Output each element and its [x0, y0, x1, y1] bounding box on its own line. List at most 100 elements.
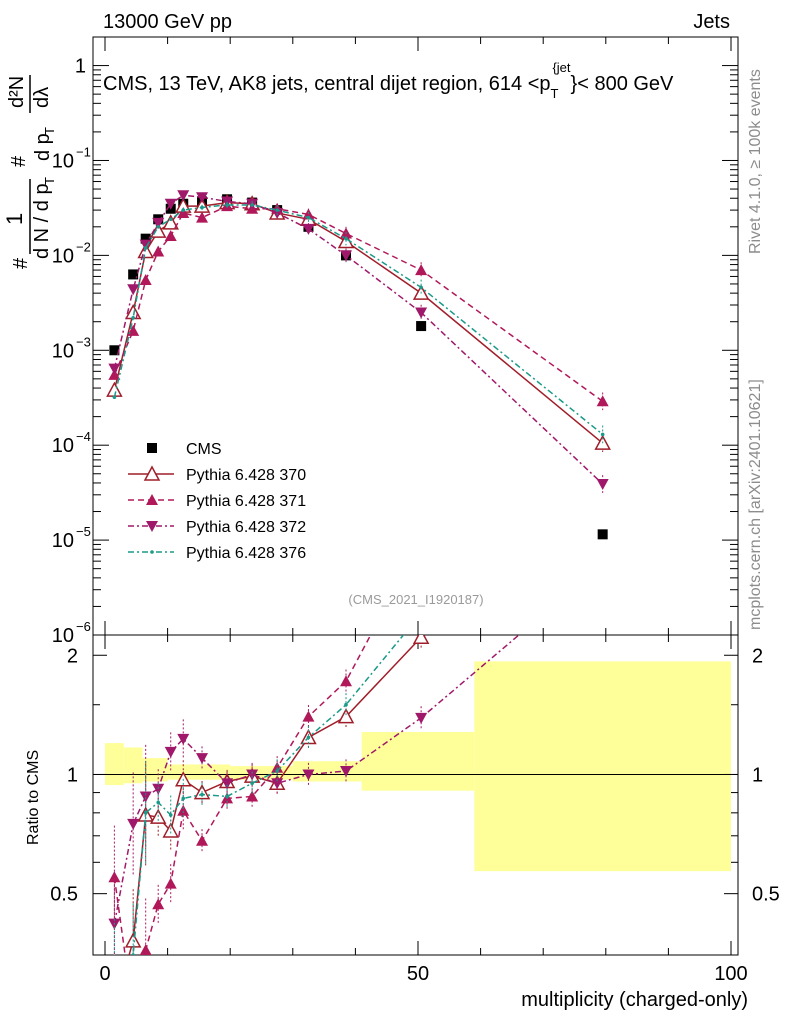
- legend-entry: Pythia 6.428 372: [128, 519, 306, 536]
- legend-label: Pythia 6.428 372: [186, 519, 306, 536]
- legend-entry: Pythia 6.428 376: [128, 545, 306, 562]
- ylabel-d2n: d²N: [6, 76, 28, 108]
- legend-entry: Pythia 6.428 370: [128, 465, 306, 484]
- ratio-line: [113, 635, 372, 955]
- rivet-label: Rivet 4.1.0, ≥ 100k events: [747, 69, 764, 254]
- band-outer: [292, 761, 362, 782]
- ratio-point: [271, 778, 284, 790]
- ratio-point: [344, 702, 348, 707]
- chart-title-sub: T: [551, 86, 559, 101]
- ratio-pythia-6-428-371: [108, 215, 609, 1018]
- data-point: [152, 245, 165, 257]
- ylabel-dpt: d p: [32, 133, 54, 161]
- ratio-point: [139, 944, 152, 955]
- data-point: [168, 217, 173, 222]
- band-outer: [105, 743, 124, 786]
- series-pythia-6-428-372: [108, 190, 609, 493]
- y-tick-label: 10: [52, 625, 74, 647]
- data-point: [131, 315, 135, 320]
- ratio-point: [113, 969, 117, 973]
- ratio-point: [127, 818, 140, 830]
- data-point: [164, 230, 177, 242]
- data-point: [415, 307, 428, 319]
- data-point: [177, 190, 190, 202]
- ratio-pythia-6-428-376: [113, 360, 605, 973]
- data-point: [127, 284, 140, 296]
- ratio-tick-label: 2: [67, 645, 78, 667]
- header-right: Jets: [693, 11, 730, 33]
- analysis-watermark: (CMS_2021_I1920187): [348, 592, 483, 607]
- ratio-point: [131, 953, 135, 955]
- y-tick-label-exp: −2: [76, 239, 91, 254]
- ratio-point: [246, 769, 259, 781]
- ratio-tick-label-right: 2: [752, 645, 763, 667]
- data-point: [140, 233, 151, 244]
- ratio-point: [152, 898, 165, 910]
- x-tick-label: 100: [714, 963, 747, 985]
- ratio-point: [597, 215, 609, 226]
- legend-marker: [147, 443, 157, 453]
- legend-entry: CMS: [147, 441, 222, 458]
- data-point: [164, 198, 177, 210]
- data-point: [109, 345, 120, 356]
- legend: CMS Pythia 6.428 370 Pythia 6.428 371 Pythi…: [128, 441, 306, 562]
- data-point: [156, 225, 161, 229]
- legend-marker: [143, 465, 161, 481]
- ratio-point: [168, 813, 173, 817]
- chart-title-tail: }< 800 GeV: [571, 73, 675, 95]
- y-tick-label-exp: −6: [76, 619, 91, 634]
- ratio-point: [415, 534, 427, 545]
- ratio-point: [597, 559, 609, 570]
- ratio-point: [127, 1007, 139, 1018]
- ratio-point: [200, 792, 204, 797]
- ylabel-hash-2: #: [8, 155, 30, 167]
- ratio-point: [601, 360, 605, 364]
- data-point: [597, 529, 608, 540]
- ylabel-one: 1: [2, 213, 27, 225]
- ratio-y-label: Ratio to CMS: [25, 750, 42, 845]
- y-tick-label: 10: [52, 530, 74, 552]
- y-tick-label: 10: [52, 245, 74, 267]
- ratio-point: [302, 769, 315, 781]
- ratio-point: [156, 800, 161, 805]
- x-tick-label: 50: [407, 963, 429, 985]
- ratio-point: [412, 635, 430, 645]
- ratio-point: [196, 753, 209, 765]
- data-point: [112, 395, 117, 400]
- data-point: [143, 246, 148, 250]
- chart-title-main: CMS, 13 TeV, AK8 jets, central dijet reg…: [103, 73, 551, 95]
- ratio-point: [196, 834, 209, 846]
- y-tick-label-exp: −5: [76, 524, 91, 539]
- ratio-point: [164, 877, 177, 889]
- legend-label: Pythia 6.428 370: [186, 467, 306, 484]
- ratio-point: [139, 791, 152, 803]
- ratio-point: [419, 612, 423, 616]
- y-axis-label: # 1 d N / d p T # d p T dλ d²N: [2, 75, 57, 269]
- data-point: [275, 208, 279, 212]
- ratio-point: [302, 710, 315, 722]
- ratio-point: [340, 675, 353, 687]
- series-line: [113, 205, 604, 402]
- series-cms: [109, 194, 608, 540]
- data-point: [415, 264, 428, 276]
- legend-marker: [146, 521, 158, 532]
- y-tick-label-exp: −1: [76, 144, 91, 159]
- data-point: [152, 217, 165, 229]
- ylabel-dlambda: dλ: [31, 87, 53, 108]
- ylabel-dpt-sub: T: [42, 127, 57, 135]
- ratio-point: [306, 735, 311, 740]
- y-tick-label: 10: [52, 340, 74, 362]
- band-outer: [142, 758, 168, 782]
- y-tick-label: 1: [75, 56, 86, 78]
- ratio-point: [177, 804, 190, 816]
- ratio-tick-label-right: 0.5: [752, 884, 780, 906]
- y-tick-label-exp: −3: [76, 334, 91, 349]
- ratio-point: [275, 769, 279, 773]
- ratio-point: [250, 781, 254, 786]
- x-axis-label: multiplicity (charged-only): [521, 989, 748, 1011]
- ylabel-denominator: d N / d p: [31, 183, 53, 259]
- chart-title-sup: {jet: [552, 60, 570, 75]
- data-point: [200, 205, 204, 210]
- legend-label: Pythia 6.428 371: [186, 493, 306, 510]
- legend-marker: [146, 494, 158, 505]
